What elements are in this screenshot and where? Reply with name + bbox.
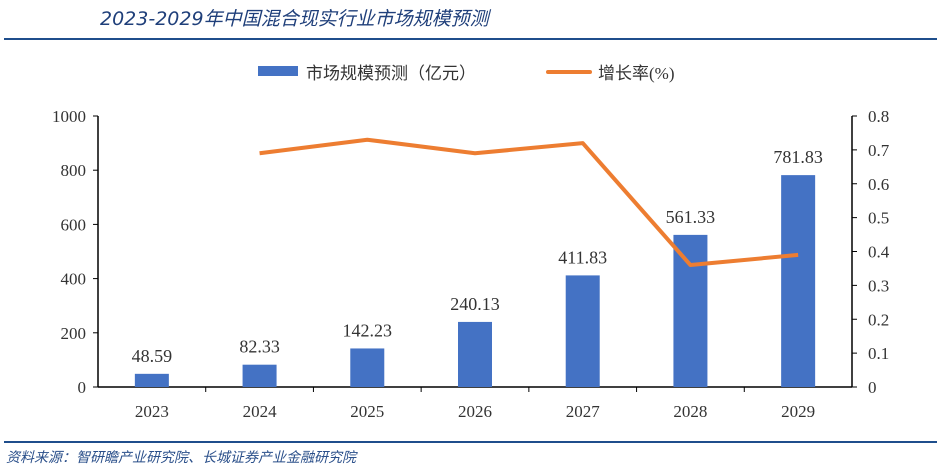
left-tick-label: 800 — [61, 161, 87, 180]
bar-value-label: 240.13 — [450, 294, 500, 314]
source-divider — [4, 441, 937, 443]
source-note: 资料来源：智研瞻产业研究院、长城证券产业金融研究院 — [6, 450, 356, 466]
right-tick-label: 0.7 — [868, 141, 890, 160]
right-tick-label: 0.5 — [868, 209, 889, 228]
left-tick-label: 0 — [78, 378, 87, 397]
bar — [565, 275, 600, 387]
right-tick-label: 0.3 — [868, 276, 889, 295]
bar-value-label: 781.83 — [773, 147, 823, 167]
left-tick-label: 400 — [61, 270, 87, 289]
right-tick-label: 0.2 — [868, 310, 889, 329]
bar — [242, 364, 277, 387]
growth-rate-line — [259, 137, 799, 268]
bar-value-label: 48.59 — [132, 346, 173, 366]
x-tick-label: 2026 — [458, 402, 492, 421]
right-tick-label: 0.6 — [868, 175, 889, 194]
bar-value-label: 142.23 — [343, 320, 393, 340]
bar — [781, 175, 816, 387]
bar — [134, 373, 169, 387]
chart: 0 200 400 600 800 1000 0 0.1 0.2 0.3 0.4 0.5 0.6 0.7 0… — [52, 64, 890, 421]
x-tick-label: 2029 — [781, 402, 815, 421]
chart-title: 2023-2029年中国混合现实行业市场规模预测 — [100, 8, 489, 30]
right-tick-label: 0.1 — [868, 344, 889, 363]
bar — [350, 348, 385, 387]
bar — [458, 321, 492, 387]
x-tick-label: 2024 — [243, 402, 278, 421]
legend-bar-label: 市场规模预测（亿元） — [306, 64, 476, 83]
left-tick-label: 1000 — [52, 107, 86, 126]
legend-line-label: 增长率(%) — [598, 64, 674, 83]
x-tick-label: 2025 — [350, 402, 384, 421]
bar-value-label: 411.83 — [558, 247, 607, 267]
right-tick-label: 0.8 — [868, 107, 889, 126]
x-tick-label: 2023 — [135, 402, 169, 421]
x-tick-label: 2028 — [673, 402, 707, 421]
title-divider — [4, 38, 937, 40]
left-tick-label: 200 — [61, 324, 87, 343]
legend-bar-swatch — [258, 66, 298, 76]
left-tick-label: 600 — [61, 215, 87, 234]
right-tick-label: 0 — [868, 378, 877, 397]
bar-value-label: 561.33 — [666, 207, 716, 227]
x-tick-label: 2027 — [566, 402, 601, 421]
bar — [673, 234, 708, 387]
right-tick-label: 0.4 — [868, 243, 890, 262]
bar-value-label: 82.33 — [239, 337, 280, 357]
